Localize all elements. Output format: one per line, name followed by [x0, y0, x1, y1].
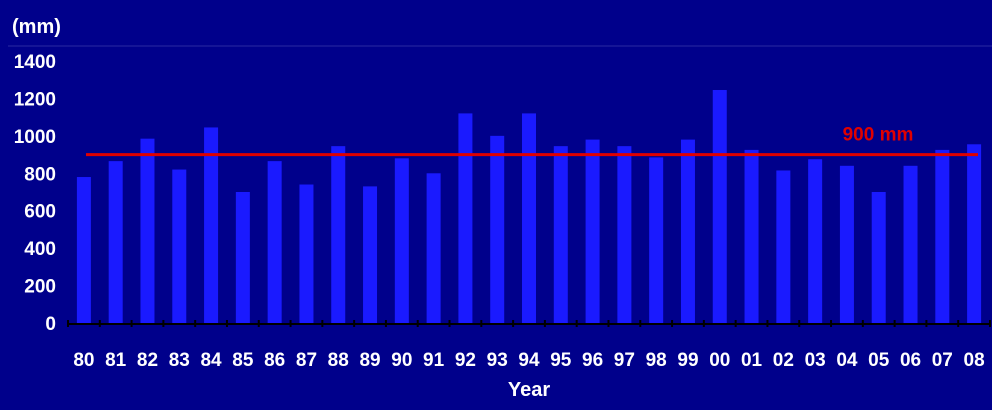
bar-83 [172, 169, 187, 323]
x-tick-label: 94 [518, 350, 540, 371]
y-tick-label: 200 [24, 277, 56, 298]
bar-03 [808, 159, 823, 323]
bar-01 [744, 149, 759, 323]
x-tick-label: 04 [836, 350, 858, 371]
x-tick-label: 02 [773, 350, 794, 371]
bar-90 [394, 158, 409, 323]
bar-88 [331, 146, 346, 323]
x-tick-label: 90 [391, 350, 412, 371]
bar-87 [299, 184, 314, 323]
x-tick-label: 87 [296, 350, 317, 371]
bar-99 [680, 139, 695, 323]
x-tick-label: 92 [455, 350, 476, 371]
bar-02 [776, 170, 791, 323]
y-axis-ticks: 0 200 400 600 800 1000 1200 1400 [14, 52, 56, 335]
x-tick-label: 97 [614, 350, 635, 371]
x-axis-title: Year [508, 379, 550, 401]
bar-95 [553, 146, 568, 323]
x-tick-label: 08 [964, 350, 985, 371]
x-tick-label: 98 [646, 350, 667, 371]
x-tick-label: 86 [264, 350, 285, 371]
x-tick-label: 88 [328, 350, 349, 371]
y-tick-label: 1200 [14, 89, 56, 110]
y-tick-label: 1000 [14, 127, 56, 148]
bar-97 [617, 146, 632, 323]
bar-05 [871, 192, 886, 323]
x-tick-label: 83 [169, 350, 190, 371]
x-tick-label: 80 [73, 350, 94, 371]
bar-92 [458, 113, 473, 324]
y-tick-label: 1400 [14, 52, 56, 73]
x-tick-label: 07 [932, 350, 953, 371]
x-tick-label: 01 [741, 350, 763, 371]
x-tick-label: 91 [423, 350, 445, 371]
bar-07 [935, 149, 950, 323]
x-axis-tick-labels: 80 81 82 83 84 85 86 87 88 89 90 91 92 93 94 95 96 97 98 99… [67, 320, 991, 371]
bar-91 [426, 173, 441, 323]
x-tick-label: 00 [709, 350, 730, 371]
bar-00 [712, 90, 727, 323]
bar-06 [903, 165, 918, 323]
reference-line-label: 900 mm [843, 125, 914, 146]
x-tick-label: 06 [900, 350, 921, 371]
x-tick-label: 96 [582, 350, 603, 371]
bar-96 [585, 139, 600, 323]
x-tick-label: 03 [805, 350, 826, 371]
bar-85 [235, 192, 250, 323]
bar-89 [363, 186, 378, 323]
bar-81 [108, 161, 123, 323]
x-tick-label: 81 [105, 350, 127, 371]
bar-04 [839, 165, 854, 323]
bar-86 [267, 161, 282, 323]
bar-82 [140, 138, 155, 323]
x-tick-label: 05 [868, 350, 890, 371]
x-tick-label: 95 [550, 350, 572, 371]
y-tick-label: 800 [24, 164, 56, 185]
y-tick-label: 0 [45, 314, 56, 335]
bar-98 [649, 157, 664, 323]
x-tick-label: 93 [487, 350, 508, 371]
y-tick-label: 400 [24, 239, 56, 260]
x-tick-label: 85 [232, 350, 254, 371]
bar-08 [967, 144, 982, 323]
x-tick-label: 99 [677, 350, 698, 371]
bar-94 [522, 113, 536, 324]
bar-93 [490, 135, 505, 323]
x-tick-label: 84 [200, 350, 222, 371]
y-tick-label: 600 [24, 202, 56, 223]
y-axis-unit-label: (mm) [12, 16, 61, 38]
bar-series [76, 90, 982, 324]
x-tick-label: 89 [359, 350, 380, 371]
x-tick-label: 82 [137, 350, 158, 371]
bar-80 [76, 177, 91, 323]
bar-84 [204, 127, 219, 323]
